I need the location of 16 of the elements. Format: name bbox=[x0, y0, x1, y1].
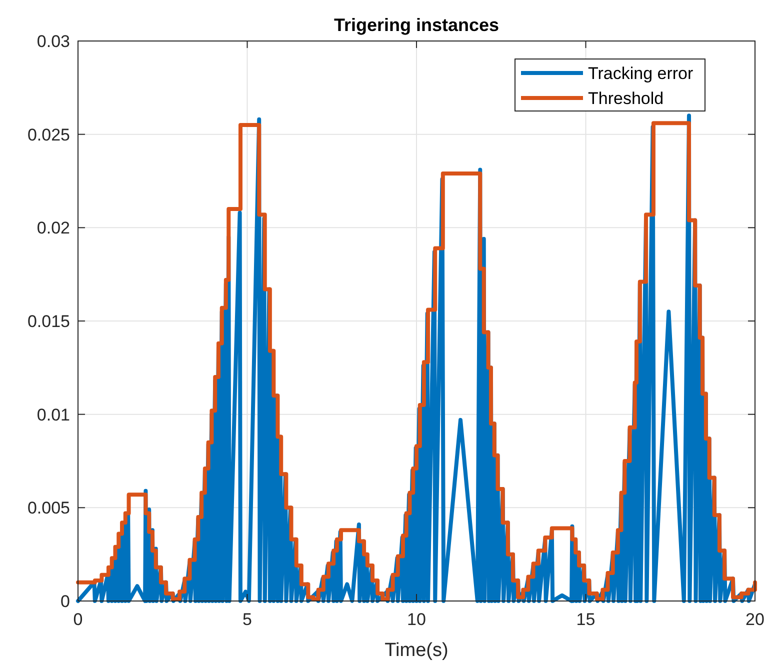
x-tick-label: 15 bbox=[576, 610, 596, 629]
y-tick-label: 0.025 bbox=[27, 125, 70, 144]
y-tick-label: 0.015 bbox=[27, 312, 70, 331]
x-tick-label: 5 bbox=[242, 610, 252, 629]
y-tick-label: 0.01 bbox=[36, 405, 70, 424]
y-tick-label: 0.005 bbox=[27, 498, 70, 518]
y-tick-label: 0 bbox=[60, 592, 70, 611]
legend-label: Tracking error bbox=[588, 64, 694, 83]
legend-label: Threshold bbox=[588, 89, 664, 108]
y-tick-label: 0.02 bbox=[36, 218, 70, 238]
chart-title: Trigering instances bbox=[334, 15, 500, 35]
x-tick-label: 0 bbox=[73, 610, 83, 629]
x-tick-label: 20 bbox=[746, 610, 764, 629]
x-axis-title: Time(s) bbox=[384, 640, 448, 661]
y-tick-label: 0.03 bbox=[36, 32, 70, 51]
x-tick-label: 10 bbox=[407, 610, 426, 629]
